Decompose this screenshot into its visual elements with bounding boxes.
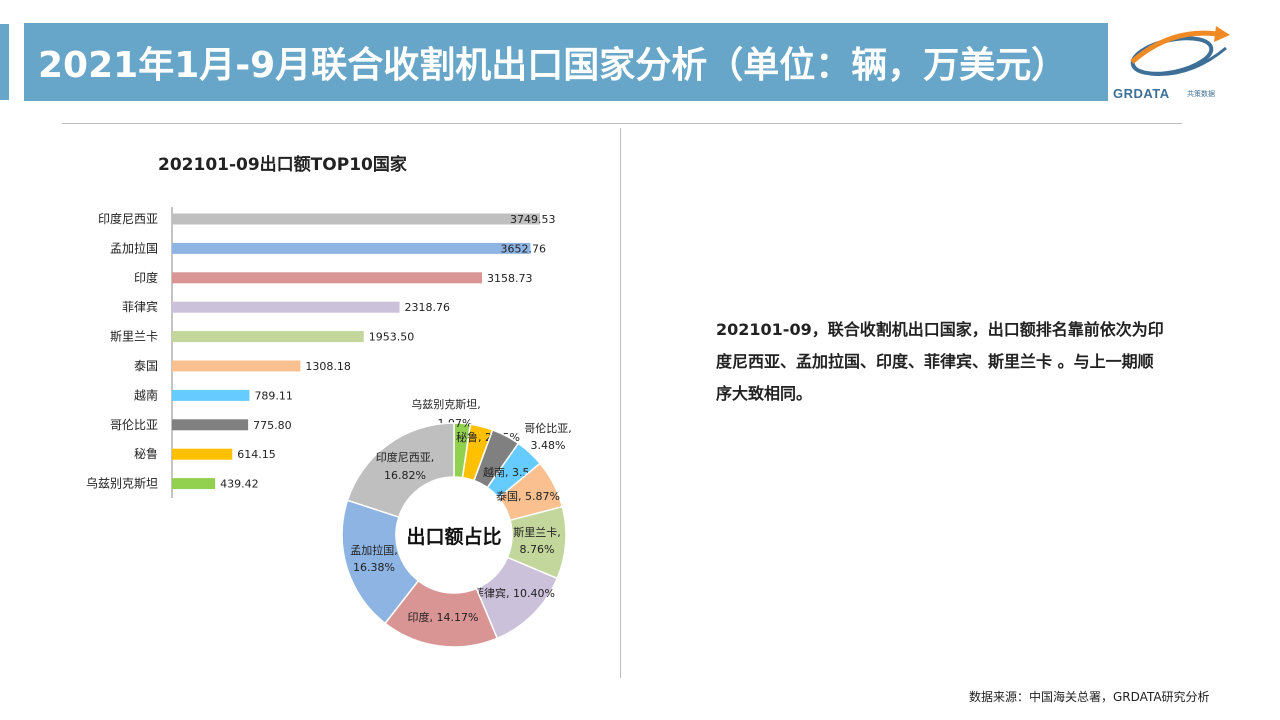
pie-label-name: 乌兹别克斯坦,	[411, 397, 481, 411]
page-title: 2021年1月-9月联合收割机出口国家分析（单位：辆，万美元）	[38, 45, 1068, 86]
header-divider	[62, 123, 1182, 124]
bar	[172, 389, 250, 401]
grdata-logo-icon	[1130, 26, 1230, 76]
bar-category-label: 孟加拉国	[110, 240, 158, 255]
pie-slice	[384, 579, 499, 648]
title-bar	[24, 23, 1108, 101]
donut-center-label: 出口额占比	[406, 525, 501, 548]
bar-value-label: 1953.50	[369, 331, 415, 344]
bar-value-label: 614.15	[237, 448, 276, 461]
pie-slice	[473, 428, 520, 489]
source-note: 数据来源：中国海关总署，GRDATA研究分析	[969, 690, 1210, 704]
bar	[172, 419, 249, 431]
bar-value-label: 2318.76	[405, 301, 451, 314]
pie-label: 秘鲁, 2.75%	[456, 430, 520, 444]
pie-slice	[475, 556, 559, 640]
pie-label-name: 哥伦比亚,	[524, 421, 572, 435]
bar-category-label: 哥伦比亚	[110, 417, 158, 432]
bar-category-label: 印度尼西亚	[98, 211, 158, 226]
pie-slice	[453, 422, 472, 479]
pie-slice	[497, 462, 564, 522]
bar-value-label: 3652.76	[500, 242, 546, 255]
pie-label-name: 斯里兰卡,	[513, 526, 561, 539]
pie-slice	[346, 422, 455, 518]
pie-label-value: 8.76%	[520, 543, 555, 556]
pie-slice	[461, 423, 494, 482]
pie-label: 越南, 3.54%	[483, 465, 547, 479]
bar-category-label: 秘鲁	[134, 447, 158, 461]
bar	[172, 213, 540, 225]
pie-label-value: 1.97%	[438, 417, 473, 430]
bar-category-label: 乌兹别克斯坦	[86, 476, 158, 491]
pie-label-value: 16.38%	[353, 561, 395, 574]
bar-category-label: 泰国	[134, 359, 158, 373]
bar-value-label: 789.11	[254, 389, 293, 402]
bar-category-label: 越南	[134, 387, 158, 402]
pie-label-value: 16.82%	[384, 469, 426, 482]
bar-category-label: 印度	[134, 270, 158, 285]
pie-label-value: 3.48%	[531, 439, 566, 452]
bar	[172, 360, 301, 372]
description-text: 202101-09，联合收割机出口国家，出口额排名靠前依次为印度尼西亚、孟加拉国…	[716, 320, 1164, 403]
pie-label-name: 孟加拉国,	[350, 543, 398, 557]
pie-slice	[486, 442, 542, 499]
logo-text: GRDATA	[1113, 86, 1170, 101]
pie-slice	[341, 499, 420, 625]
bar-value-label: 3158.73	[487, 272, 532, 285]
bar	[172, 272, 482, 284]
pie-label-name: 印度尼西亚,	[376, 450, 435, 464]
bar-category-label: 菲律宾	[122, 299, 158, 314]
bar-value-label: 3749.53	[510, 213, 555, 226]
bar	[172, 448, 233, 460]
bar-value-label: 439.42	[220, 478, 259, 491]
bar-value-label: 1308.18	[305, 360, 351, 373]
bar-value-label: 775.80	[253, 419, 292, 432]
pie-label: 泰国, 5.87%	[496, 489, 560, 503]
bar	[172, 478, 216, 490]
pie-label: 印度, 14.17%	[408, 610, 479, 624]
left-accent-bar	[0, 24, 9, 100]
bar	[172, 331, 364, 343]
bar-category-label: 斯里兰卡	[110, 330, 158, 344]
section-divider	[620, 128, 621, 678]
pie-slice	[506, 505, 567, 580]
bar	[172, 242, 531, 254]
pie-label: 菲律宾, 10.40%	[473, 586, 555, 600]
bar	[172, 301, 400, 313]
logo-subtext: 共策数据	[1187, 90, 1215, 98]
bar-chart-title: 202101-09出口额TOP10国家	[158, 155, 407, 175]
